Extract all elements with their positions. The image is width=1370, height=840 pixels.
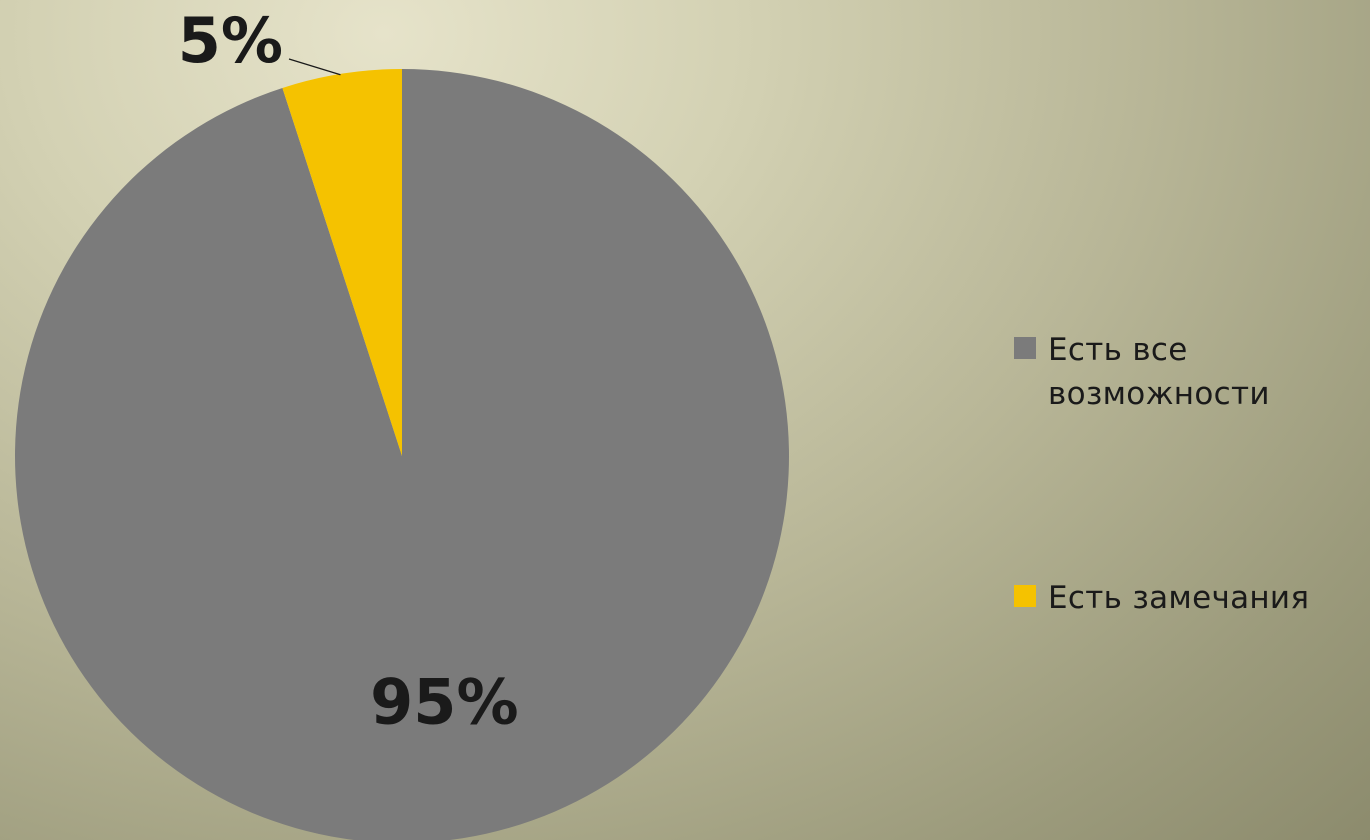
leader-line-escalations [288, 58, 341, 76]
legend: Есть все возможности Есть замечания [1014, 0, 1364, 840]
legend-swatch-yellow [1014, 585, 1036, 607]
pie-data-labels: 95% 5% [178, 4, 519, 739]
pie-slices [15, 69, 789, 840]
legend-swatch-gray [1014, 337, 1036, 359]
legend-item-all-possibilities: Есть все возможности [1014, 328, 1308, 416]
pie-slice-1 [282, 69, 402, 456]
data-label-95: 95% [370, 666, 518, 739]
legend-label: Есть все возможности [1048, 332, 1270, 412]
legend-item-remarks: Есть замечания [1014, 576, 1348, 620]
data-label-5: 5% [178, 4, 283, 77]
legend-label: Есть замечания [1048, 580, 1310, 616]
pie-slice-0 [15, 69, 789, 840]
